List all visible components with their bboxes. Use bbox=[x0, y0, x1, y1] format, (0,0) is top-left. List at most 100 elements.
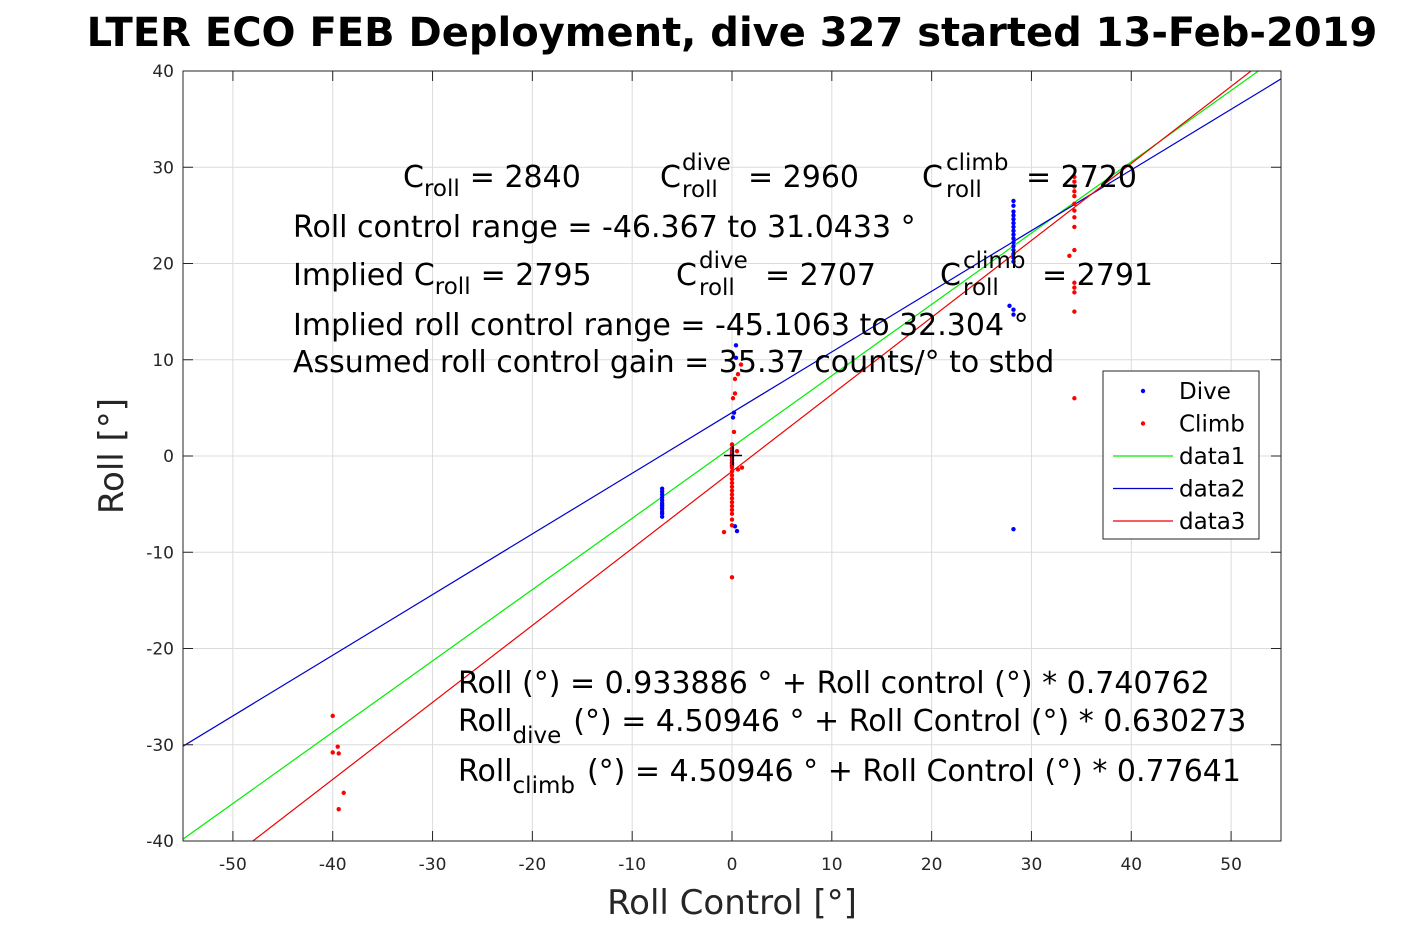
data-point-dive bbox=[659, 514, 665, 519]
data-point-dive bbox=[1011, 220, 1016, 226]
data-point-dive bbox=[1011, 312, 1016, 317]
data-point-climb bbox=[729, 575, 735, 580]
data-point-climb bbox=[1072, 193, 1077, 199]
y-tick-label: 20 bbox=[152, 255, 174, 275]
origin-crosshair bbox=[724, 446, 742, 465]
legend-label: data2 bbox=[1179, 477, 1245, 503]
y-tick-label: 30 bbox=[152, 158, 174, 178]
chart-title: LTER ECO FEB Deployment, dive 327 starte… bbox=[87, 10, 1378, 56]
data-point-dive bbox=[1011, 217, 1016, 222]
legend-label: data3 bbox=[1179, 509, 1245, 535]
legend-label: Dive bbox=[1179, 379, 1231, 405]
data-point-dive bbox=[1011, 307, 1016, 312]
annotation-line-3: Implied Croll = 2795 bbox=[293, 258, 592, 300]
data-point-climb bbox=[729, 523, 735, 528]
x-tick-label: -30 bbox=[419, 855, 447, 875]
legend-label: data1 bbox=[1179, 444, 1245, 470]
annotation-line-1: Croll = 2840 bbox=[403, 160, 581, 202]
data-point-climb bbox=[729, 473, 735, 478]
annotation-block-equations: Roll (°) = 0.933886 ° + Roll control (°)… bbox=[458, 666, 1246, 799]
data-point-climb bbox=[1072, 224, 1077, 230]
data-point-climb bbox=[1067, 253, 1072, 258]
annotation-line-3-dive: Cdive roll = 2707 bbox=[676, 248, 876, 301]
data-point-climb bbox=[1072, 174, 1077, 180]
data-point-dive bbox=[733, 355, 739, 361]
data-point-dive bbox=[1011, 526, 1016, 532]
data-point-dive bbox=[1011, 213, 1016, 218]
data-point-climb bbox=[336, 807, 341, 812]
data-point-dive bbox=[1011, 236, 1016, 241]
data-point-climb bbox=[1072, 215, 1077, 220]
data-point-climb bbox=[729, 480, 735, 486]
equation-overall: Roll (°) = 0.933886 ° + Roll control (°)… bbox=[458, 666, 1210, 701]
data-point-dive bbox=[1011, 240, 1016, 245]
data-point-climb bbox=[729, 496, 735, 501]
data-point-climb bbox=[721, 529, 727, 535]
data-point-climb bbox=[729, 469, 735, 474]
data-point-climb bbox=[730, 396, 736, 401]
data-point-climb bbox=[729, 517, 735, 522]
data-point-climb bbox=[1072, 179, 1077, 184]
data-point-climb bbox=[729, 492, 735, 497]
data-point-climb bbox=[732, 391, 738, 396]
data-point-climb bbox=[729, 511, 735, 516]
data-point-dive bbox=[730, 415, 736, 420]
data-point-climb bbox=[335, 744, 340, 749]
x-tick-label: 10 bbox=[821, 855, 843, 875]
data-point-climb bbox=[1072, 201, 1077, 207]
data-point-climb bbox=[729, 465, 735, 470]
x-tick-label: 50 bbox=[1220, 855, 1242, 875]
y-tick-label: -40 bbox=[146, 832, 174, 852]
annotation-line-2: Roll control range = -46.367 to 31.0433 … bbox=[293, 210, 916, 245]
equation-climb: Rollclimb (°) = 4.50946 ° + Roll Control … bbox=[458, 754, 1241, 799]
x-tick-label: 40 bbox=[1120, 855, 1142, 875]
legend: Dive Climb data1 data2 data3 bbox=[1102, 370, 1260, 540]
data-point-climb bbox=[729, 488, 735, 493]
data-point-climb bbox=[1072, 247, 1077, 253]
annotation-line-5: Assumed roll control gain = 35.37 counts… bbox=[293, 345, 1054, 380]
annotation-line-1-dive: Cdive roll = 2960 bbox=[660, 150, 859, 203]
data-point-dive bbox=[1011, 259, 1016, 264]
data-point-climb bbox=[732, 376, 738, 382]
y-tick-label: 40 bbox=[152, 62, 174, 82]
x-tick-label: 30 bbox=[1021, 855, 1043, 875]
data-point-climb bbox=[330, 713, 335, 719]
data-point-climb bbox=[1072, 184, 1077, 189]
data-point-climb bbox=[1072, 285, 1077, 290]
data-point-climb bbox=[336, 751, 341, 756]
data-point-climb bbox=[731, 429, 737, 435]
y-tick-label: -10 bbox=[146, 543, 174, 563]
data-point-climb bbox=[738, 362, 744, 367]
data-point-climb bbox=[1072, 280, 1077, 285]
y-tick-label: 0 bbox=[163, 447, 174, 467]
y-tick-label: 10 bbox=[152, 351, 174, 371]
data-point-dive bbox=[733, 343, 739, 348]
x-tick-label: -10 bbox=[618, 855, 646, 875]
annotation-line-4: Implied roll control range = -45.1063 to… bbox=[293, 308, 1029, 343]
x-tick-label: 20 bbox=[921, 855, 943, 875]
data-point-climb bbox=[341, 790, 346, 796]
data-point-dive bbox=[734, 528, 740, 534]
annotation-line-3-climb: Cclimb roll = 2791 bbox=[940, 248, 1153, 301]
data-point-climb bbox=[1072, 208, 1077, 213]
data-point-climb bbox=[729, 507, 735, 513]
data-point-climb bbox=[330, 750, 335, 755]
x-tick-label: -20 bbox=[518, 855, 546, 875]
axis-ticks: -50 -40 -30 -20 -10 0 10 20 30 40 50 -40 -30 -20 -10 0 1… bbox=[146, 62, 1281, 875]
data-point-dive bbox=[1011, 247, 1016, 253]
legend-swatch-climb bbox=[1140, 421, 1146, 426]
legend-box bbox=[1102, 370, 1260, 540]
y-tick-label: -20 bbox=[146, 640, 174, 660]
data-point-dive bbox=[1011, 198, 1016, 204]
data-point-dive bbox=[1011, 251, 1016, 257]
data-point-climb bbox=[1072, 189, 1077, 194]
data-point-dive bbox=[1011, 228, 1016, 233]
data-point-dive bbox=[1011, 243, 1016, 249]
data-point-climb bbox=[1072, 309, 1077, 314]
data-point-climb bbox=[735, 467, 741, 472]
data-point-climb bbox=[729, 476, 735, 482]
y-tick-label: -30 bbox=[146, 736, 174, 756]
data-point-climb bbox=[1072, 290, 1077, 295]
